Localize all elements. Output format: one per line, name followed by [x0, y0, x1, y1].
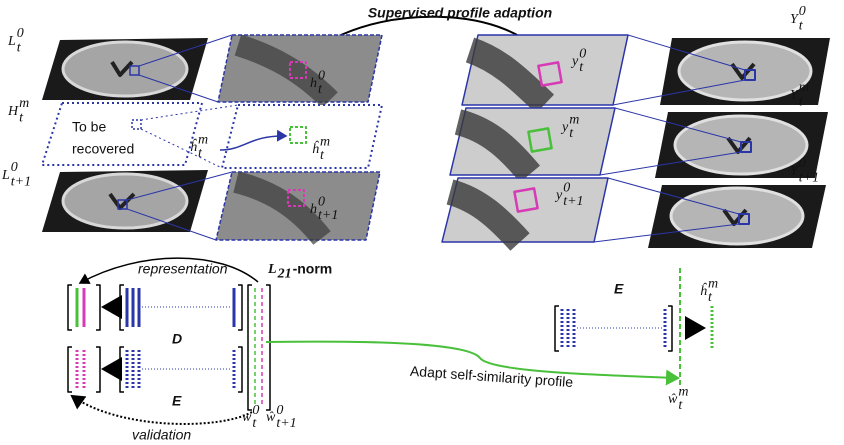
box-text: To be — [72, 119, 106, 135]
patch-label-sub: t+1 — [563, 194, 583, 209]
image-label-sup: 0 — [799, 156, 806, 171]
image-label-sub: t+1 — [799, 171, 819, 186]
norm-label: L — [267, 262, 277, 277]
shapes — [42, 17, 830, 424]
patch-label: h — [310, 202, 317, 217]
weight-label-sub: t+1 — [276, 416, 296, 431]
validation-text: validation — [132, 427, 191, 443]
norm-label-sub: 21 — [277, 266, 292, 281]
weight-label: ŵ — [266, 410, 276, 425]
left-patches — [216, 35, 382, 240]
image-label: H — [7, 104, 19, 119]
representation-text: representation — [138, 261, 228, 277]
image-label-sup: m — [799, 80, 809, 95]
patch-label: ĥ — [190, 138, 198, 155]
image-label-sup: 0 — [11, 160, 18, 175]
weight-label: ŵ — [668, 392, 678, 407]
matrix-label: D — [172, 331, 182, 347]
image-label: L — [1, 168, 10, 183]
matrix-label: E — [614, 281, 624, 297]
patch-label-sub: t — [198, 146, 203, 161]
result-label-sub: t — [708, 290, 713, 305]
patch-label: y — [570, 54, 579, 69]
box-text: recovered — [72, 141, 134, 157]
diagram: Supervised profile adaptionL0tHmtL0t+1Y0… — [0, 0, 844, 445]
patch-label: y — [554, 188, 563, 203]
patch-label: h — [310, 76, 317, 91]
weight-label-sub: t — [252, 416, 257, 431]
image-label-sup: 0 — [799, 4, 806, 19]
patch-label: ĥ — [312, 140, 320, 157]
matrix-label: E — [172, 393, 182, 409]
weight-label: w — [242, 410, 252, 425]
image-label-sub: t+1 — [11, 175, 31, 190]
patch-label: y — [560, 120, 569, 135]
image-label-sub: t — [799, 19, 804, 34]
patch-label-sub: t+1 — [318, 208, 338, 223]
image-label-sup: m — [19, 96, 29, 111]
mri-right — [594, 35, 830, 248]
adapt-text: Adapt self-similarity profile — [410, 363, 574, 390]
weight-label-sub: t — [678, 398, 683, 413]
result-label: ĥ — [700, 282, 708, 299]
image-label: L — [7, 34, 16, 49]
image-label-sub: t — [17, 41, 22, 56]
image-label-sub: t — [19, 111, 24, 126]
norm-label-suffix: -norm — [293, 261, 333, 277]
image-label-sup: 0 — [17, 26, 24, 41]
right-patches — [442, 35, 628, 242]
title: Supervised profile adaption — [368, 5, 552, 21]
